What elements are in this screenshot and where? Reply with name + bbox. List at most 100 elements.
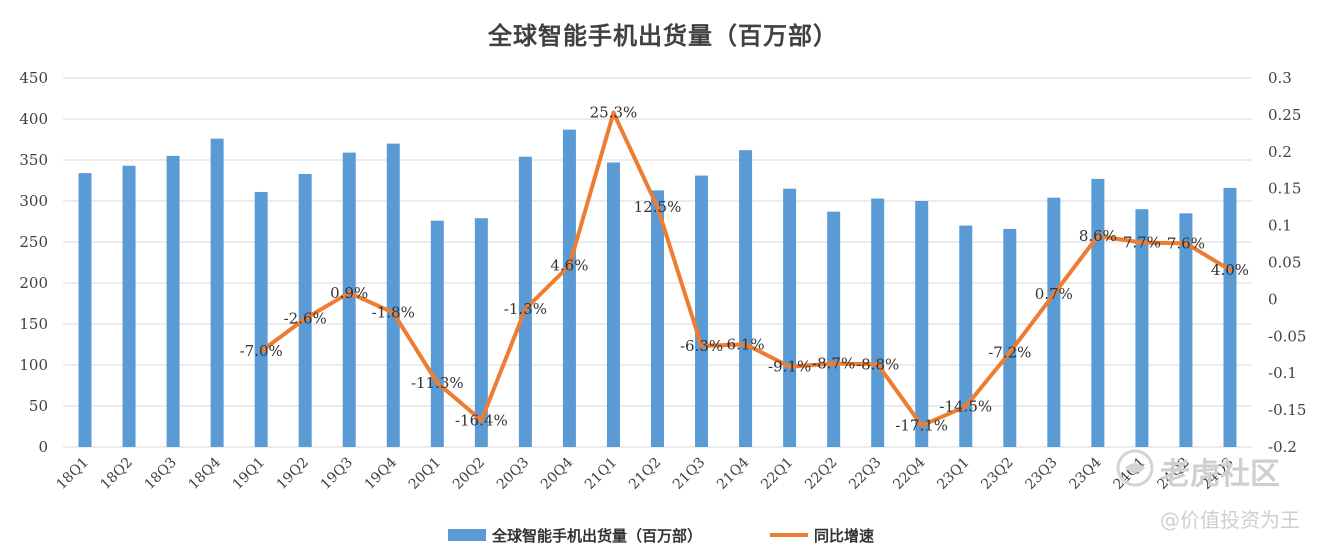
growth-label: -7.0%	[240, 342, 283, 360]
growth-point	[567, 263, 572, 268]
bar-19Q2	[298, 173, 312, 447]
growth-label: -8.7%	[812, 355, 855, 373]
category-label: 21Q3	[670, 455, 708, 493]
growth-point	[963, 404, 968, 409]
category-label: 18Q3	[142, 455, 180, 493]
left-tick-label: 150	[19, 315, 48, 333]
bar-19Q4	[386, 143, 400, 447]
bar-22Q3	[871, 198, 885, 447]
category-label: 24Q1	[1110, 455, 1148, 493]
category-label: 19Q4	[362, 454, 400, 492]
growth-label: -9.1%	[768, 358, 811, 376]
growth-label: 8.6%	[1079, 227, 1117, 245]
right-tick-label: 0.1	[1268, 217, 1292, 235]
category-label: 23Q3	[1022, 455, 1060, 493]
watermark-author: @价值投资为王	[1160, 508, 1300, 532]
bar-24Q1	[1135, 209, 1149, 447]
growth-point	[1183, 241, 1188, 246]
growth-label: -11.3%	[411, 374, 464, 392]
growth-label: 4.6%	[550, 256, 588, 274]
growth-point	[303, 316, 308, 321]
legend-bar-swatch	[448, 529, 486, 541]
growth-label: -17.1%	[895, 417, 948, 435]
category-label: 20Q4	[538, 454, 576, 492]
growth-label: -1.3%	[504, 300, 547, 318]
bar-18Q1	[78, 173, 92, 447]
category-label: 18Q2	[98, 455, 136, 493]
growth-point	[787, 364, 792, 369]
legend: 全球智能手机出货量（百万部） 同比增速	[448, 527, 874, 545]
watermark-brand: 老虎社区	[1160, 457, 1280, 492]
left-tick-label: 300	[19, 192, 48, 210]
bar-20Q3	[518, 156, 532, 447]
growth-label: -2.6%	[284, 310, 327, 328]
left-tick-label: 350	[19, 151, 48, 169]
growth-label: 6.1%	[727, 335, 765, 353]
growth-point	[743, 342, 748, 347]
bar-23Q3	[1047, 197, 1061, 447]
bar-21Q1	[606, 162, 620, 447]
growth-label: 0.9%	[330, 284, 368, 302]
category-label: 22Q3	[846, 455, 884, 493]
category-label: 23Q2	[978, 455, 1016, 493]
category-label: 18Q1	[54, 455, 92, 493]
growth-point	[1095, 233, 1100, 238]
category-label: 19Q3	[318, 455, 356, 493]
bar-20Q1	[430, 220, 444, 447]
x-axis: 18Q1 18Q2 18Q3 18Q4 19Q1 19Q2 19Q3 19Q4 20Q1 20Q2…	[54, 454, 1237, 492]
bar-22Q2	[827, 211, 841, 447]
growth-point	[831, 361, 836, 366]
category-label: 23Q4	[1066, 454, 1104, 492]
growth-label: 0.7%	[1035, 285, 1073, 303]
growth-label: 7.6%	[1167, 234, 1205, 252]
bar-18Q2	[122, 165, 136, 448]
right-y-axis: -0.2 -0.15 -0.1 -0.05 0 0.05 0.1 0.15 0.2 0.25 0.3	[1268, 69, 1306, 456]
bar-19Q3	[342, 152, 356, 447]
growth-label: -6.3%	[680, 337, 723, 355]
bar-20Q2	[474, 218, 488, 447]
category-label: 19Q1	[230, 455, 268, 493]
bar-series	[78, 129, 1237, 448]
bar-22Q1	[783, 188, 797, 447]
line-series	[259, 110, 1232, 428]
growth-label: -14.5%	[939, 397, 992, 415]
category-label: 22Q1	[758, 455, 796, 493]
growth-point	[435, 380, 440, 385]
growth-point	[1007, 350, 1012, 355]
right-tick-label: -0.15	[1268, 401, 1306, 419]
legend-line-label: 同比增速	[814, 527, 874, 545]
category-label: 22Q4	[890, 454, 928, 492]
growth-point	[259, 349, 264, 354]
bar-18Q3	[166, 155, 180, 447]
category-label: 21Q1	[582, 455, 620, 493]
growth-label: -1.8%	[372, 304, 415, 322]
growth-point	[919, 423, 924, 428]
growth-point	[655, 205, 660, 210]
growth-point	[523, 306, 528, 311]
growth-point	[611, 110, 616, 115]
bar-21Q4	[739, 150, 753, 447]
watermark: 老虎社区 @价值投资为王	[1116, 449, 1300, 532]
category-label: 18Q4	[186, 454, 224, 492]
category-label: 21Q4	[714, 454, 752, 492]
growth-point	[347, 290, 352, 295]
growth-label: -7.2%	[988, 344, 1031, 362]
growth-label: 7.7%	[1123, 234, 1161, 252]
category-label: 20Q3	[494, 455, 532, 493]
right-tick-label: 0.15	[1268, 180, 1301, 198]
growth-label: -8.8%	[856, 355, 899, 373]
bar-24Q2	[1179, 213, 1193, 447]
bar-19Q1	[254, 191, 268, 447]
growth-label: 4.0%	[1211, 261, 1249, 279]
category-label: 19Q2	[274, 455, 312, 493]
category-label: 20Q1	[406, 455, 444, 493]
right-tick-label: -0.05	[1268, 327, 1306, 345]
category-label: 21Q2	[626, 455, 664, 493]
right-tick-label: 0	[1268, 290, 1278, 308]
category-label: 23Q1	[934, 455, 972, 493]
right-tick-label: 0.05	[1268, 254, 1301, 272]
growth-label: 12.5%	[634, 198, 682, 216]
legend-bar-label: 全球智能手机出货量（百万部）	[491, 527, 702, 545]
bar-24Q3	[1223, 187, 1237, 447]
bar-18Q4	[210, 138, 224, 447]
